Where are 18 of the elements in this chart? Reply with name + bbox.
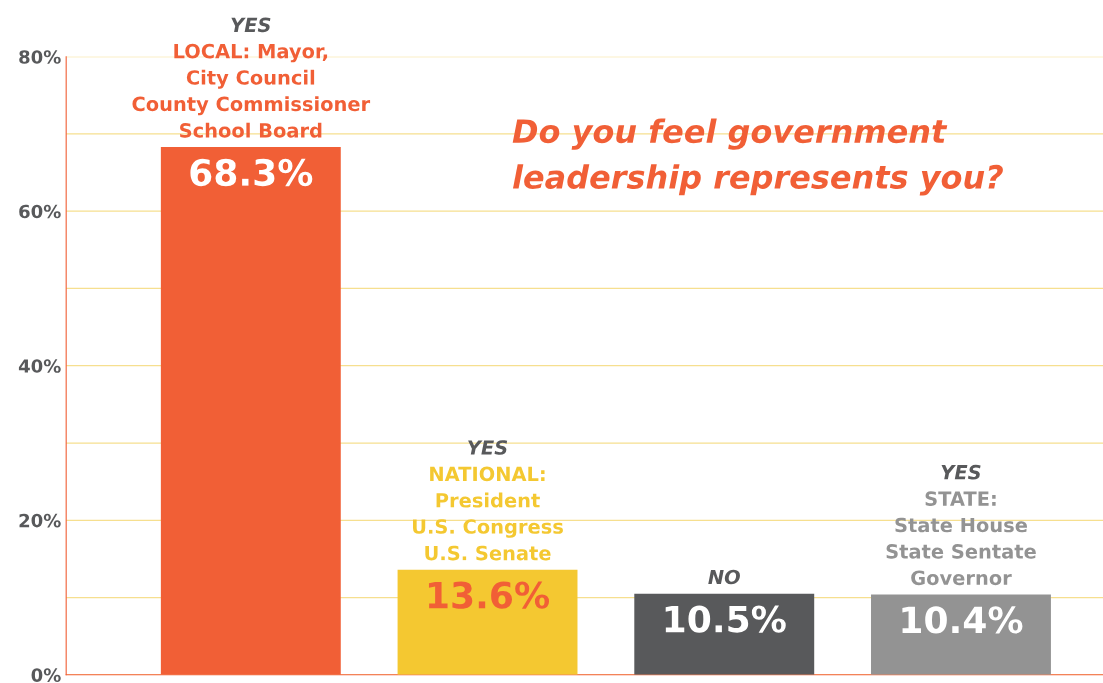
- x-tick-label: YES LOCAL: Mayor, City Council County Commissioner School Board: [132, 17, 371, 138]
- y-tick-label: 80%: [19, 50, 61, 64]
- y-tick-label: 0%: [31, 668, 61, 682]
- x-tick-label: YES NATIONAL: President U.S. Congress U.S. Senate: [413, 440, 563, 561]
- data-label: 10.4%: [902, 606, 1023, 634]
- y-tick-label: 40%: [18, 359, 61, 373]
- data-label: 13.6%: [428, 581, 550, 609]
- y-tick-label: 60%: [19, 204, 61, 219]
- data-label: 10.5%: [665, 605, 786, 633]
- y-tick-label: 20%: [19, 513, 61, 528]
- bar: [397, 569, 578, 675]
- text: Do you feel government leadership represents you?: [512, 118, 1003, 196]
- x-tick-label: YES STATE: State House State Sentate Governor: [886, 464, 1036, 586]
- data-label: 68.3%: [190, 158, 313, 187]
- bar: [871, 594, 1051, 675]
- x-tick-label: NO: [708, 569, 740, 585]
- bar: [634, 593, 815, 675]
- bar: [160, 147, 341, 675]
